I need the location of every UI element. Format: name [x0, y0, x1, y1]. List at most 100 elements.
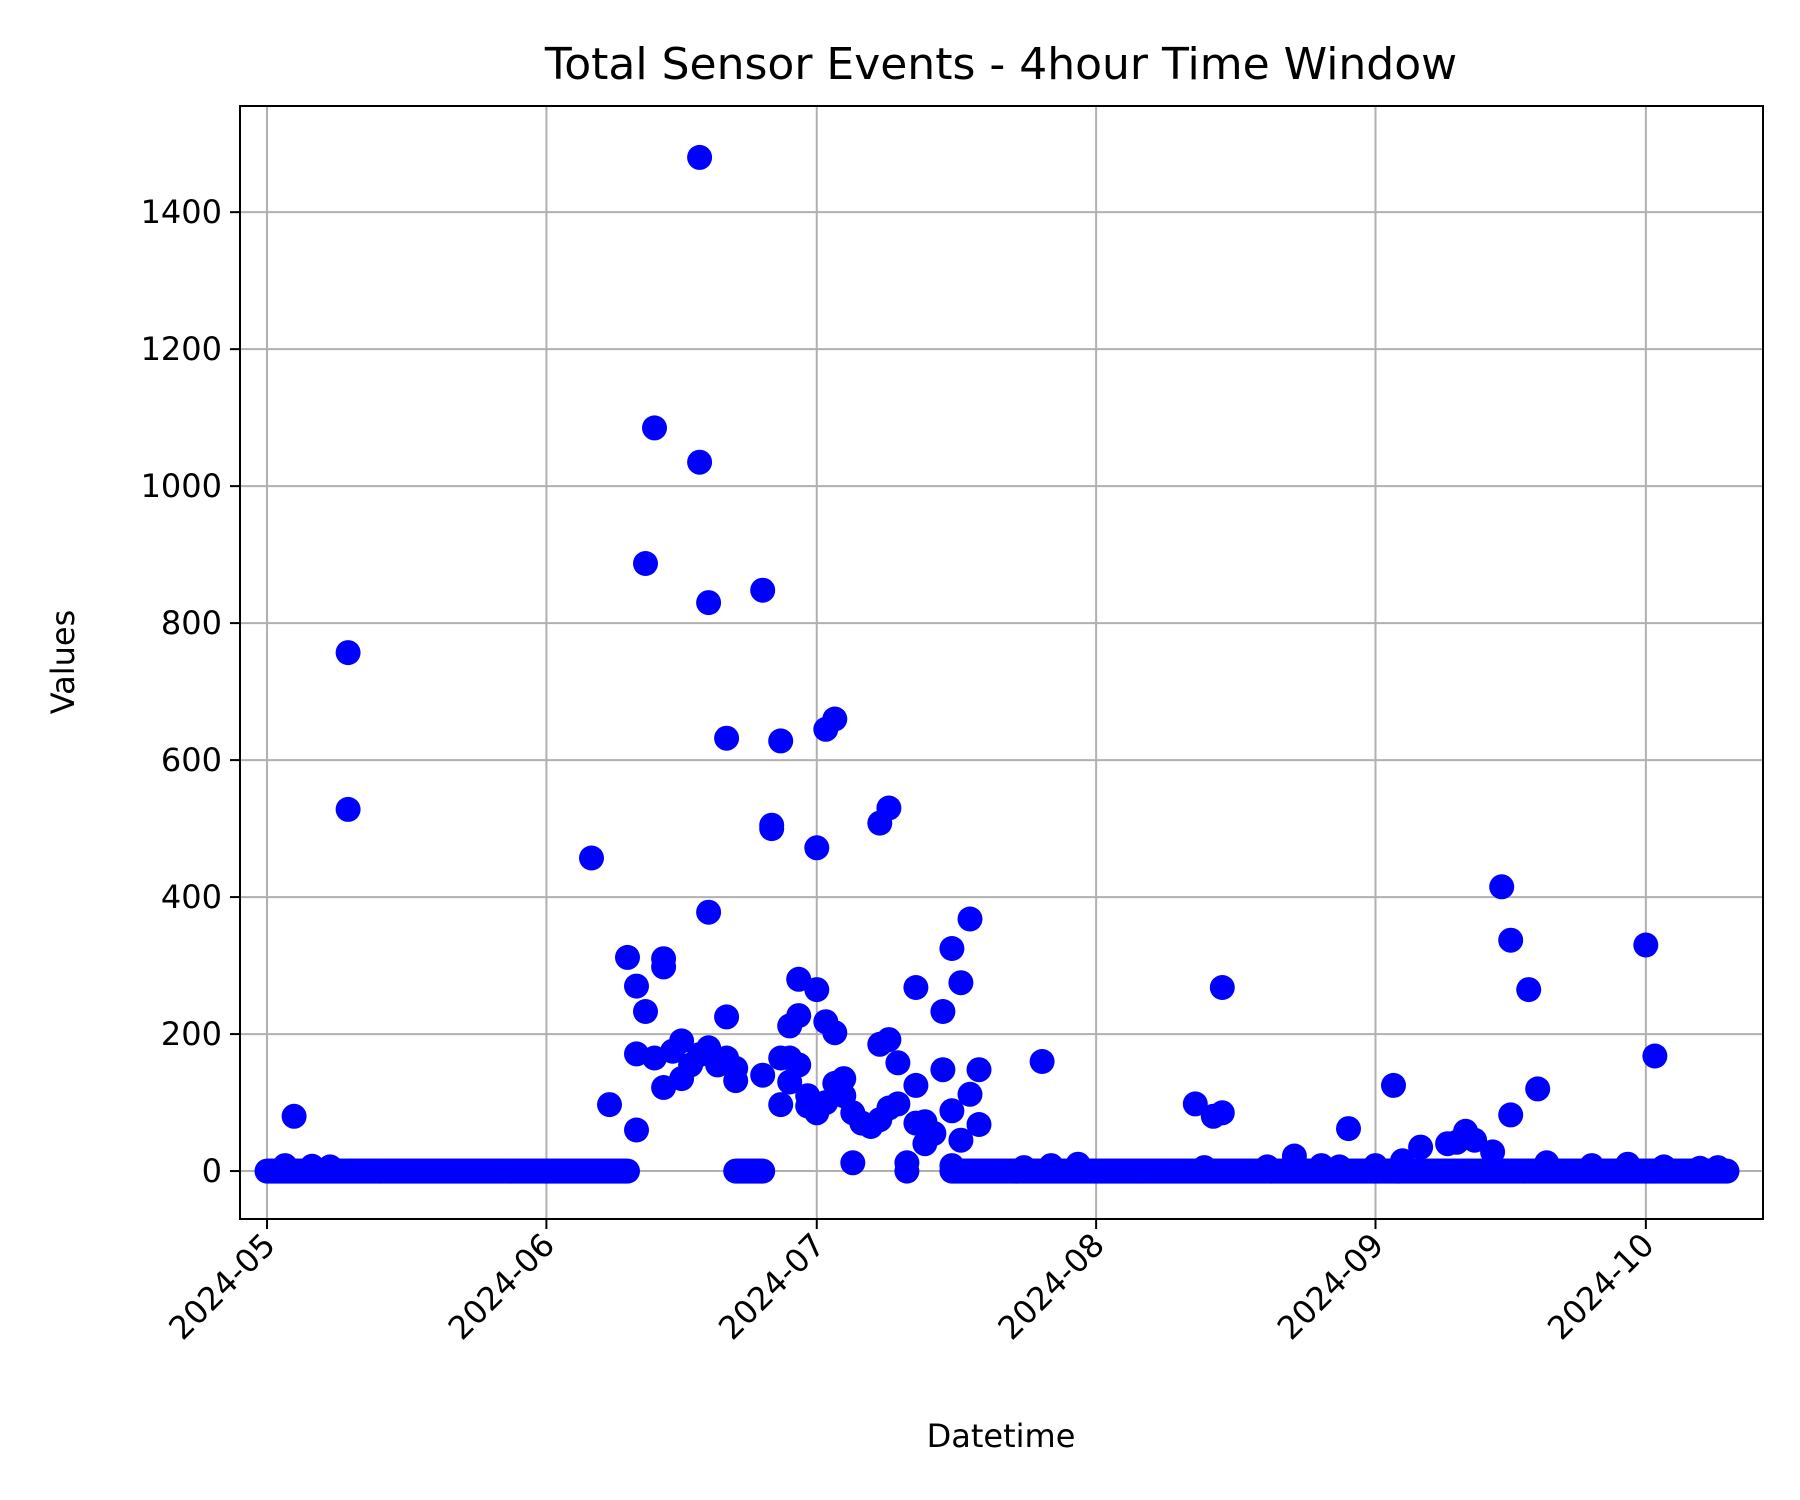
data-point: [1615, 1151, 1641, 1177]
x-tick-label: 2024-09: [1270, 1226, 1391, 1347]
data-point: [750, 1062, 776, 1088]
data-point: [948, 970, 974, 996]
data-point: [750, 1158, 776, 1184]
data-point: [1363, 1153, 1388, 1179]
chart-title: Total Sensor Events - 4hour Time Window: [544, 39, 1457, 90]
data-point: [1579, 1153, 1605, 1179]
data-point: [624, 1117, 649, 1143]
data-point: [642, 415, 667, 441]
data-point: [1191, 1155, 1217, 1181]
y-tick-label: 600: [161, 741, 222, 779]
data-point: [272, 1153, 298, 1179]
data-point: [335, 640, 361, 666]
data-point: [786, 966, 812, 992]
y-tick-label: 1400: [141, 193, 222, 231]
data-point: [957, 906, 983, 932]
data-point: [1633, 932, 1659, 958]
data-point: [822, 706, 848, 732]
data-point: [633, 551, 658, 576]
data-point: [335, 796, 361, 822]
data-point: [831, 1066, 857, 1092]
data-point: [876, 1027, 902, 1053]
data-point: [1281, 1143, 1307, 1169]
data-point: [939, 936, 965, 961]
data-point: [723, 1068, 749, 1094]
data-point: [597, 1092, 622, 1118]
data-point: [1182, 1091, 1208, 1117]
data-point: [696, 590, 722, 616]
x-tick-label: 2024-08: [990, 1226, 1111, 1347]
data-point: [633, 999, 658, 1024]
y-tick-label: 0: [202, 1152, 222, 1190]
data-point: [1651, 1154, 1677, 1180]
data-point: [921, 1120, 947, 1146]
data-point: [1498, 1102, 1524, 1128]
data-point: [1336, 1116, 1361, 1142]
data-point: [903, 975, 929, 1000]
x-tick-label: 2024-05: [161, 1226, 282, 1347]
data-point: [696, 899, 722, 925]
data-point: [939, 1153, 965, 1179]
data-point: [687, 144, 713, 170]
data-point: [1462, 1127, 1488, 1153]
data-point: [1209, 975, 1235, 1000]
points-layer: [254, 144, 1740, 1184]
data-point: [1687, 1155, 1713, 1181]
data-point: [804, 977, 830, 1003]
data-point: [687, 449, 713, 475]
y-tick-label: 800: [161, 604, 222, 642]
y-tick-label: 1000: [141, 467, 222, 505]
data-point: [894, 1150, 920, 1176]
data-point: [885, 1050, 911, 1076]
plot-frame: [239, 105, 1764, 1220]
data-point: [966, 1057, 992, 1083]
data-point: [876, 795, 902, 821]
x-tick-label: 2024-07: [711, 1226, 832, 1347]
grid-layer: [240, 106, 1763, 1219]
x-tick-label: 2024-10: [1540, 1226, 1661, 1347]
data-point: [1209, 1100, 1235, 1126]
data-point: [786, 1003, 812, 1029]
data-point: [1642, 1043, 1668, 1069]
data-point: [714, 725, 740, 751]
data-point: [930, 1057, 956, 1083]
data-point: [1029, 1049, 1055, 1074]
data-point: [615, 1158, 640, 1184]
y-tick-label: 1200: [141, 330, 222, 368]
data-point: [786, 1052, 812, 1078]
data-point: [1390, 1148, 1415, 1174]
data-point: [939, 1098, 965, 1124]
data-point: [759, 816, 785, 842]
data-point: [930, 999, 956, 1024]
data-point: [299, 1153, 325, 1179]
data-point: [1038, 1153, 1064, 1179]
data-point: [669, 1028, 695, 1054]
data-point: [1308, 1153, 1334, 1179]
data-point: [714, 1004, 740, 1030]
data-point: [822, 1020, 848, 1046]
data-point: [750, 577, 776, 603]
y-tick-label: 200: [161, 1015, 222, 1053]
data-point: [768, 1092, 794, 1118]
data-point: [579, 845, 604, 871]
data-point: [966, 1112, 992, 1137]
data-point: [1534, 1150, 1560, 1176]
data-point: [1408, 1134, 1434, 1160]
data-point: [615, 944, 640, 970]
data-point: [768, 728, 794, 754]
x-axis-label: Datetime: [927, 1417, 1076, 1455]
y-tick-label: 400: [161, 878, 222, 916]
data-point: [1498, 927, 1524, 953]
data-point: [948, 1127, 974, 1153]
data-point: [651, 954, 677, 980]
data-point: [1011, 1155, 1037, 1181]
data-point: [317, 1154, 343, 1180]
data-point: [957, 1081, 983, 1107]
data-point: [1254, 1154, 1280, 1180]
data-point: [1525, 1076, 1551, 1102]
data-point: [1705, 1155, 1731, 1181]
data-point: [885, 1091, 911, 1117]
data-point: [1489, 874, 1515, 900]
